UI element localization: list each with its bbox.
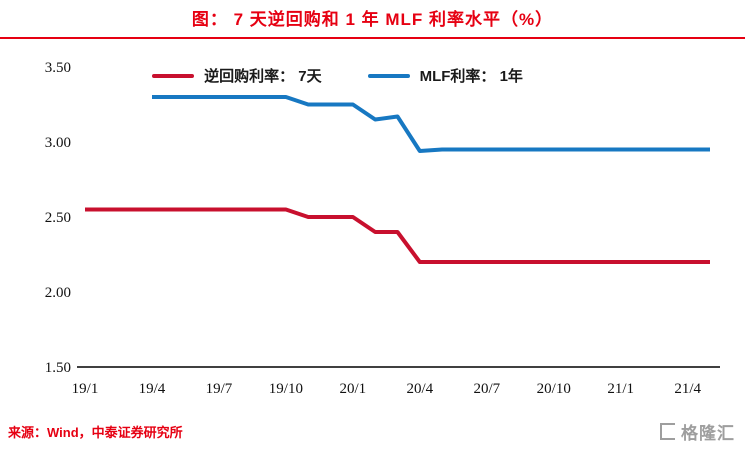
title-divider [0, 37, 745, 39]
y-axis-tick-label: 3.50 [45, 60, 71, 76]
gelonghui-logo-icon [660, 423, 675, 440]
x-axis-tick-label: 20/4 [406, 381, 433, 397]
page-footer: 来源：Wind，中泰证券研究所 格隆汇 [0, 411, 745, 444]
gelonghui-watermark-text: 格隆汇 [681, 424, 735, 443]
line-chart: 逆回购利率： 7天 MLF利率： 1年 3.50 3.00 2.50 2.00 1.50… [0, 39, 745, 411]
y-axis-tick-label: 1.50 [45, 360, 71, 376]
source-note: 来源：Wind，中泰证券研究所 [8, 425, 183, 440]
chart-header: 图： 7 天逆回购和 1 年 MLF 利率水平（%） [0, 0, 745, 39]
page-title: 图： 7 天逆回购和 1 年 MLF 利率水平（%） [191, 10, 554, 29]
gelonghui-watermark: 格隆汇 [660, 419, 735, 444]
x-axis-tick-label: 19/1 [72, 381, 99, 397]
y-axis-tick-label: 3.00 [45, 135, 71, 151]
y-axis-tick-label: 2.00 [45, 285, 71, 301]
x-axis-tick-label: 20/10 [537, 381, 571, 397]
repo-rate-line [85, 207, 710, 264]
x-axis-tick-label: 19/7 [206, 381, 233, 397]
x-axis-tick-label: 19/4 [139, 381, 166, 397]
x-axis-tick-label: 20/7 [473, 381, 500, 397]
x-axis-tick-label: 19/10 [269, 381, 303, 397]
x-axis-tick-label: 21/4 [674, 381, 701, 397]
mlf-rate-line [152, 95, 710, 153]
y-axis-tick-label: 2.50 [45, 210, 71, 226]
x-axis-tick-label: 21/1 [607, 381, 634, 397]
x-axis-tick-label: 20/1 [340, 381, 367, 397]
